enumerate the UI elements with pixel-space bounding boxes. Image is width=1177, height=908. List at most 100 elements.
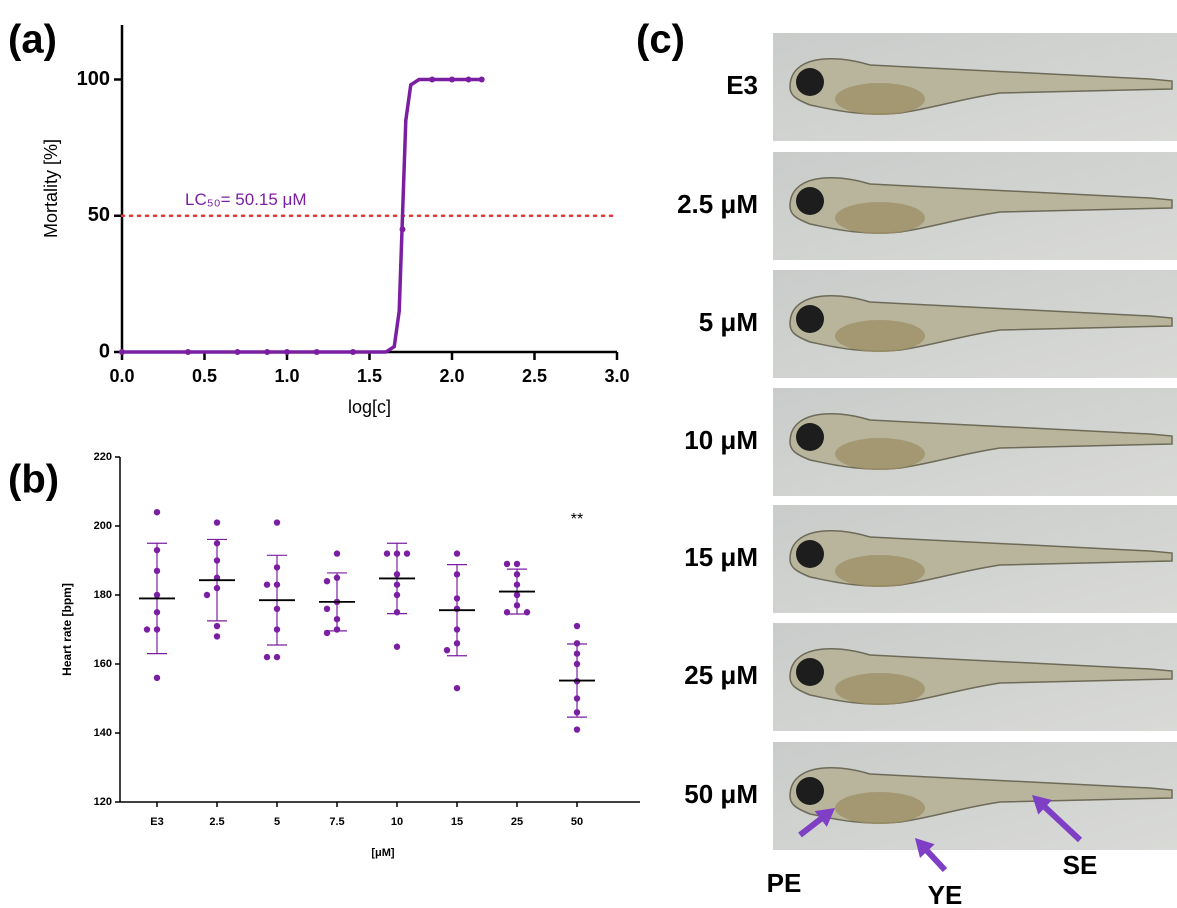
- larva-yolk: [835, 202, 925, 234]
- larva-eye: [796, 423, 824, 451]
- x-tick-label: 3.0: [604, 366, 629, 386]
- panel-label: (c): [636, 18, 685, 62]
- data-point: [513, 571, 521, 578]
- y-tick-label: 100: [77, 68, 110, 90]
- data-point: [213, 519, 221, 526]
- data-point: [273, 626, 281, 633]
- data-point: [393, 571, 401, 578]
- data-point: [153, 546, 161, 554]
- data-point: [273, 581, 281, 588]
- reference-label: LC₅₀= 50.15 μM: [185, 190, 307, 209]
- x-tick-label: 0.0: [109, 366, 134, 386]
- data-point: [153, 509, 161, 516]
- data-point: [153, 591, 161, 599]
- data-point: [273, 605, 281, 612]
- x-axis-label: log[c]: [348, 397, 391, 417]
- y-tick-label: 180: [94, 589, 112, 601]
- larva-eye: [796, 305, 824, 333]
- x-tick-label: 1.5: [357, 366, 382, 386]
- data-point: [213, 557, 221, 564]
- data-point: [203, 591, 211, 599]
- larva-eye: [796, 540, 824, 568]
- data-point: [153, 674, 161, 681]
- data-point: [143, 626, 151, 633]
- larva-yolk: [835, 320, 925, 352]
- data-point: [573, 660, 581, 668]
- data-point: [453, 626, 461, 633]
- data-point: [573, 709, 581, 716]
- larva-yolk: [835, 555, 925, 587]
- fit-curve: [122, 77, 482, 354]
- x-tick-label: 7.5: [329, 816, 344, 828]
- y-tick-label: 220: [94, 451, 112, 463]
- data-point: [393, 550, 401, 557]
- arrow-label: PE: [767, 868, 802, 898]
- data-point: [393, 643, 401, 650]
- arrow-head: [915, 838, 935, 858]
- data-point: [273, 564, 281, 571]
- data-point: [453, 684, 461, 692]
- x-tick-label: 1.0: [274, 366, 299, 386]
- x-tick-label: 0.5: [192, 366, 217, 386]
- larva-eye: [796, 777, 824, 805]
- data-point: [393, 581, 401, 588]
- data-point: [273, 653, 281, 661]
- data-point: [453, 571, 461, 578]
- y-tick-label: 200: [94, 520, 112, 532]
- image-label: 2.5 μM: [677, 189, 758, 219]
- data-point: [513, 602, 521, 609]
- data-point: [153, 609, 161, 616]
- panel-label: (a): [8, 18, 57, 62]
- image-label: 15 μM: [684, 542, 758, 572]
- data-point: [333, 615, 341, 623]
- data-point: [393, 609, 401, 616]
- larva-eye: [796, 187, 824, 215]
- data-point: [573, 726, 581, 733]
- larva-eye: [796, 68, 824, 96]
- data-point: [573, 640, 581, 647]
- arrow-shaft: [1037, 799, 1083, 843]
- data-point: [213, 622, 221, 630]
- data-point: [153, 567, 161, 575]
- x-tick-label: 2.0: [439, 366, 464, 386]
- x-axis-label: [μM]: [371, 847, 395, 859]
- data-point: [453, 595, 461, 602]
- data-point: [523, 609, 531, 616]
- y-tick-label: 0: [99, 340, 110, 362]
- data-point: [323, 629, 331, 637]
- x-tick-label: 15: [451, 816, 463, 828]
- arrow-head: [814, 808, 835, 827]
- image-label: 10 μM: [684, 425, 758, 455]
- data-point: [323, 605, 331, 612]
- larva-yolk: [835, 438, 925, 470]
- data-point: [403, 550, 411, 557]
- data-point: [453, 640, 461, 647]
- data-point: [213, 633, 221, 640]
- x-tick-label: 10: [391, 816, 403, 828]
- larva-eye: [796, 658, 824, 686]
- data-point: [263, 653, 271, 661]
- data-point: [503, 609, 511, 616]
- data-point: [333, 550, 341, 557]
- annotation: **: [571, 511, 583, 528]
- arrow-label: SE: [1063, 850, 1098, 880]
- y-tick-label: 160: [94, 658, 112, 670]
- data-point: [153, 626, 161, 633]
- x-tick-label: 25: [511, 816, 523, 828]
- y-tick-label: 50: [88, 204, 110, 226]
- image-label: E3: [726, 70, 758, 100]
- data-point: [573, 650, 581, 657]
- data-point: [263, 581, 271, 588]
- image-label: 50 μM: [684, 779, 758, 809]
- x-tick-label: 5: [274, 816, 280, 828]
- larva-yolk: [835, 83, 925, 115]
- y-axis-label: Heart rate [bpm]: [60, 583, 74, 676]
- data-point: [333, 574, 341, 581]
- data-point: [213, 584, 221, 592]
- data-point: [323, 578, 331, 585]
- x-tick-label: E3: [150, 816, 163, 828]
- data-point: [573, 622, 581, 630]
- arrow-label: YE: [928, 880, 963, 908]
